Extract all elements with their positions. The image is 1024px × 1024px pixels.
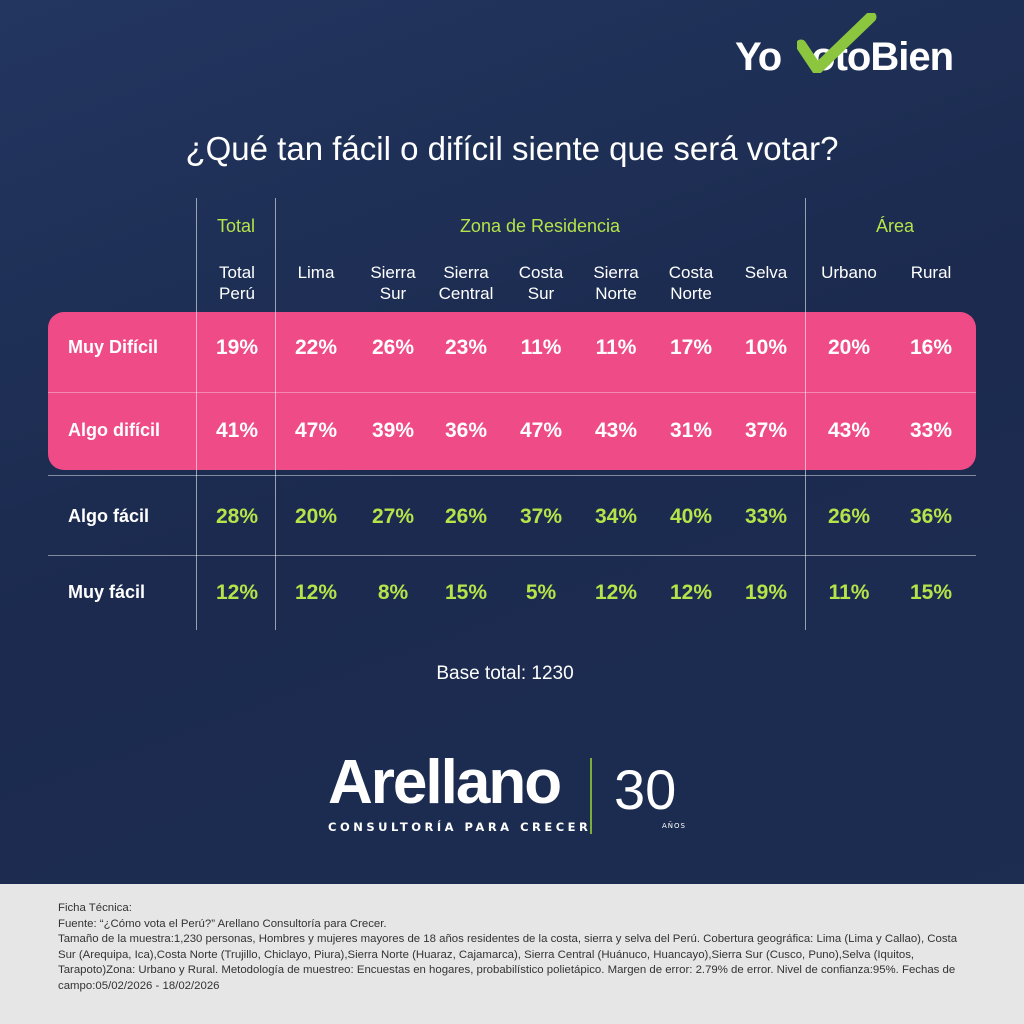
table-cell: 26% bbox=[371, 336, 415, 359]
table-cell: 15% bbox=[909, 581, 953, 604]
row-divider bbox=[48, 475, 976, 476]
highlight-band-difficult bbox=[48, 312, 976, 470]
footer-source: Fuente: “¿Cómo vota el Perú?” Arellano C… bbox=[58, 917, 387, 930]
table-cell: 28% bbox=[215, 505, 259, 528]
table-cell: 40% bbox=[669, 505, 713, 528]
table-cell: 15% bbox=[444, 581, 488, 604]
column-header: Costa Norte bbox=[668, 263, 714, 303]
table-cell: 23% bbox=[444, 336, 488, 359]
yovotobien-logo: Yo otoBien bbox=[735, 13, 954, 80]
row-divider bbox=[48, 392, 976, 393]
table-cell: 12% bbox=[594, 581, 638, 604]
column-header: Lima bbox=[297, 263, 335, 282]
table-cell: 12% bbox=[294, 581, 338, 604]
table-cell: 16% bbox=[909, 336, 953, 359]
table-cell: 43% bbox=[594, 419, 638, 442]
column-header: Selva bbox=[744, 263, 788, 282]
row-label: Muy Difícil bbox=[68, 337, 159, 357]
column-header: Sierra Central bbox=[438, 263, 494, 303]
table-cell: 27% bbox=[371, 505, 415, 528]
checkmark-icon bbox=[797, 13, 877, 73]
table-cell: 22% bbox=[294, 336, 338, 359]
page-title: ¿Qué tan fácil o difícil siente que será… bbox=[185, 130, 839, 167]
table-cell: 37% bbox=[519, 505, 563, 528]
table-cell: 36% bbox=[444, 419, 488, 442]
table-cell: 12% bbox=[215, 581, 259, 604]
column-header: Urbano bbox=[821, 263, 877, 282]
table-cell: 31% bbox=[669, 419, 713, 442]
table-cell: 20% bbox=[827, 336, 871, 359]
table-cell: 11% bbox=[828, 581, 870, 604]
logo-divider bbox=[590, 758, 592, 834]
table-cell: 19% bbox=[215, 336, 259, 359]
row-label: Algo difícil bbox=[68, 420, 160, 440]
column-header: Costa Sur bbox=[518, 263, 564, 303]
anniversary-label: AÑOS bbox=[662, 822, 686, 830]
column-header: Total Perú bbox=[219, 263, 255, 303]
table-cell: 8% bbox=[377, 581, 409, 604]
table-cell: 26% bbox=[444, 505, 488, 528]
arellano-tagline: CONSULTORÍA PARA CRECER bbox=[328, 820, 592, 834]
group-header-area: Área bbox=[875, 216, 915, 236]
column-divider bbox=[805, 198, 806, 630]
footer-heading: Ficha Técnica: bbox=[58, 902, 132, 914]
table-cell: 47% bbox=[519, 419, 563, 442]
table-cell: 10% bbox=[744, 336, 788, 359]
table-cell: 47% bbox=[294, 419, 338, 442]
table-cell: 43% bbox=[827, 419, 871, 442]
table-cell: 12% bbox=[669, 581, 713, 604]
base-total: Base total: 1230 bbox=[436, 663, 574, 684]
group-header-zona: Zona de Residencia bbox=[459, 216, 621, 236]
table-cell: 19% bbox=[744, 581, 788, 604]
column-header: Sierra Sur bbox=[370, 263, 416, 303]
table-cell: 34% bbox=[594, 505, 638, 528]
table-cell: 20% bbox=[294, 505, 338, 528]
group-header-total: Total bbox=[216, 216, 256, 236]
row-label: Muy fácil bbox=[68, 582, 146, 602]
arellano-logo: Arellano CONSULTORÍA PARA CRECER bbox=[328, 748, 592, 835]
footer-details: Tamaño de la muestra:1,230 personas, Hom… bbox=[58, 933, 958, 992]
table-cell: 17% bbox=[669, 336, 713, 359]
table-cell: 11% bbox=[520, 336, 562, 359]
column-divider bbox=[275, 198, 276, 630]
technical-sheet: Ficha Técnica: Fuente: “¿Cómo vota el Pe… bbox=[0, 884, 1024, 1024]
table-cell: 39% bbox=[371, 419, 415, 442]
table-cell: 26% bbox=[827, 505, 871, 528]
arellano-logo-text: Arellano bbox=[328, 748, 562, 817]
table-cell: 33% bbox=[744, 505, 788, 528]
table-cell: 36% bbox=[909, 505, 953, 528]
anniversary-number: 30 bbox=[614, 758, 677, 821]
column-header: Sierra Norte bbox=[593, 263, 639, 303]
table-cell: 5% bbox=[525, 581, 557, 604]
table-cell: 11% bbox=[595, 336, 637, 359]
column-header: Rural bbox=[910, 263, 952, 282]
row-label: Algo fácil bbox=[68, 506, 150, 526]
table-cell: 41% bbox=[215, 419, 259, 442]
table-cell: 33% bbox=[909, 419, 953, 442]
row-divider bbox=[48, 555, 976, 556]
column-divider bbox=[196, 198, 197, 630]
table-cell: 37% bbox=[744, 419, 788, 442]
